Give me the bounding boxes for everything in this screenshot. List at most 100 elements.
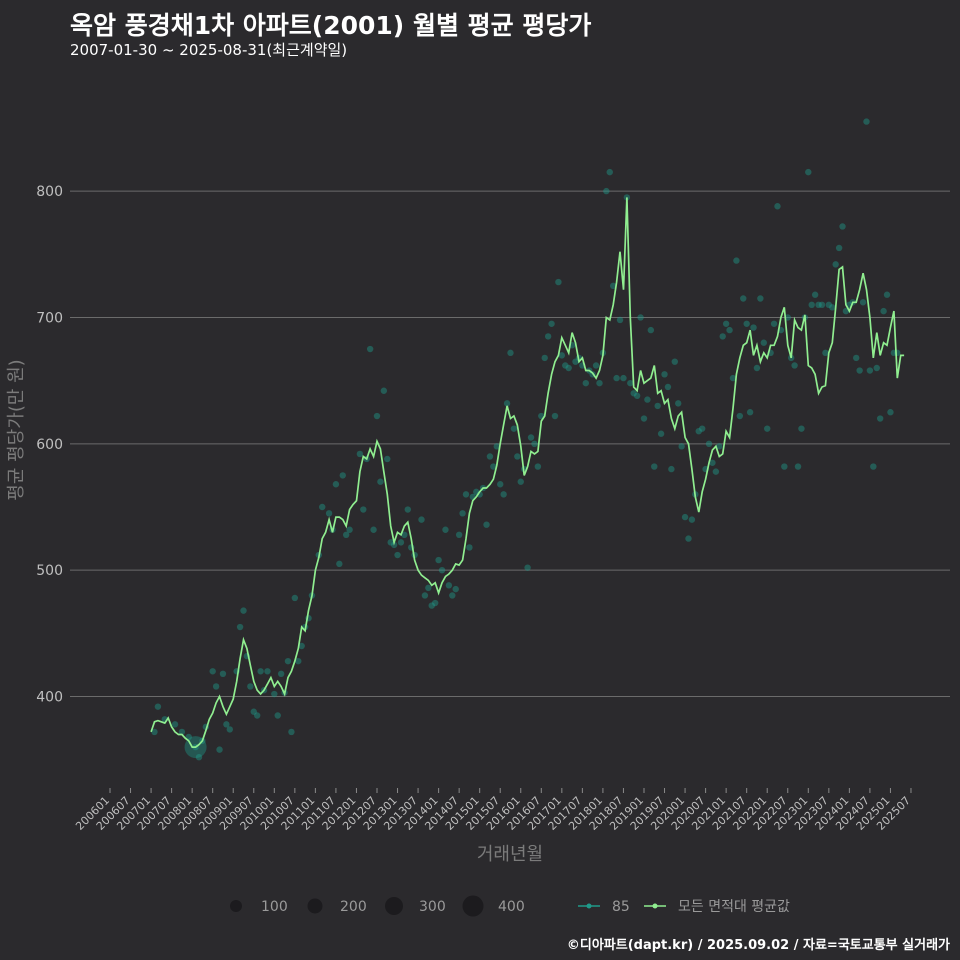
data-point-85 (719, 333, 726, 340)
data-point-85 (548, 320, 555, 327)
grid-lines (70, 190, 950, 698)
y-tick-label: 500 (36, 563, 63, 579)
data-point-85 (151, 728, 158, 736)
data-point-85 (171, 721, 179, 728)
data-point-85 (760, 339, 767, 346)
legend-size-marker (307, 898, 323, 914)
data-point-85 (640, 415, 648, 422)
y-axis-ticks: 400 500 600 700 800 (36, 184, 63, 705)
data-point-85 (558, 352, 566, 359)
data-point-85 (863, 118, 870, 125)
data-point-85 (818, 301, 826, 309)
data-point-85 (753, 364, 761, 372)
legend-size-label: 400 (498, 899, 525, 915)
data-point-85 (825, 301, 833, 309)
x-axis-label: 거래년월 (477, 844, 543, 865)
data-point-85 (240, 607, 247, 614)
data-point-85 (633, 392, 641, 399)
legend: 100 200 300 400 85 모든 면적대 평균값 (230, 895, 790, 917)
data-point-85 (661, 371, 668, 378)
data-point-85 (555, 278, 562, 286)
data-point-85 (822, 349, 829, 357)
legend-size-marker (385, 897, 403, 915)
chart-title: 옥암 풍경채1차 아파트(2001) 월별 평균 평당가 (70, 11, 592, 40)
data-point-85 (507, 349, 514, 357)
data-point-85 (842, 307, 850, 315)
data-point-85 (425, 584, 432, 592)
data-point-85 (418, 516, 425, 523)
legend-size-marker (230, 900, 242, 912)
y-tick-label: 700 (36, 310, 63, 326)
data-point-85 (219, 670, 227, 677)
data-point-85 (380, 387, 388, 394)
data-point-85 (360, 506, 367, 513)
data-point-85 (839, 223, 846, 230)
data-point-85 (887, 409, 894, 416)
y-tick-label: 600 (36, 437, 63, 453)
data-point-85 (291, 594, 299, 602)
data-point-85 (856, 367, 863, 374)
data-point-85 (428, 602, 435, 609)
data-point-85 (500, 491, 507, 498)
series-lines (150, 197, 905, 748)
data-point-85 (541, 354, 548, 362)
data-point-85 (647, 326, 655, 334)
data-point-85 (880, 307, 887, 315)
legend-size-marker (462, 895, 484, 917)
data-point-85 (226, 726, 234, 733)
data-point-85 (431, 599, 439, 607)
data-point-85 (459, 510, 466, 517)
data-point-85 (811, 291, 819, 298)
data-point-85 (274, 712, 281, 719)
data-point-85 (722, 320, 730, 327)
data-point-85 (609, 282, 617, 290)
data-point-85 (770, 320, 778, 327)
data-point-85 (894, 349, 901, 357)
data-point-85 (212, 683, 220, 690)
data-point-85 (336, 560, 343, 568)
data-point-85 (740, 295, 747, 302)
data-point-85 (534, 463, 542, 470)
data-point-85 (346, 526, 353, 533)
data-point-85 (798, 425, 805, 432)
data-point-85 (404, 506, 412, 513)
data-point-85 (685, 535, 692, 542)
data-point-85 (794, 463, 802, 470)
data-point-85 (757, 295, 764, 302)
data-point-85 (257, 668, 264, 675)
data-point-85 (514, 453, 521, 460)
data-point-85 (815, 301, 822, 309)
data-point-85 (668, 465, 675, 473)
data-point-85 (236, 623, 244, 631)
y-tick-label: 800 (36, 184, 63, 200)
data-point-85 (493, 443, 500, 450)
data-point-85 (774, 203, 781, 210)
data-point-85 (705, 440, 713, 448)
data-point-85 (733, 257, 740, 264)
data-point-85 (606, 168, 613, 176)
data-point-85 (716, 443, 723, 450)
data-point-85 (250, 708, 257, 715)
data-point-85 (452, 585, 459, 593)
data-point-85 (490, 463, 497, 470)
data-point-85 (743, 320, 750, 327)
data-point-85 (462, 491, 470, 498)
data-point-85 (664, 383, 672, 391)
data-point-85 (377, 478, 384, 485)
data-point-85 (681, 513, 689, 521)
data-point-85 (616, 316, 624, 324)
data-point-85 (277, 670, 285, 677)
data-point-85 (295, 657, 302, 665)
data-point-85 (342, 531, 350, 538)
data-point-85 (298, 642, 305, 650)
data-point-85 (264, 668, 271, 675)
data-point-85 (746, 409, 754, 416)
data-point-85 (216, 746, 223, 753)
legend-line-label: 85 (612, 899, 630, 915)
data-point-85 (455, 531, 463, 538)
credit-text: ©디아파트(dapt.kr) / 2025.09.02 / 자료=국토교통부 실… (566, 938, 950, 953)
data-point-85 (726, 326, 733, 334)
data-point-85 (401, 531, 408, 538)
legend-size-label: 200 (340, 899, 367, 915)
data-point-85 (853, 354, 860, 362)
